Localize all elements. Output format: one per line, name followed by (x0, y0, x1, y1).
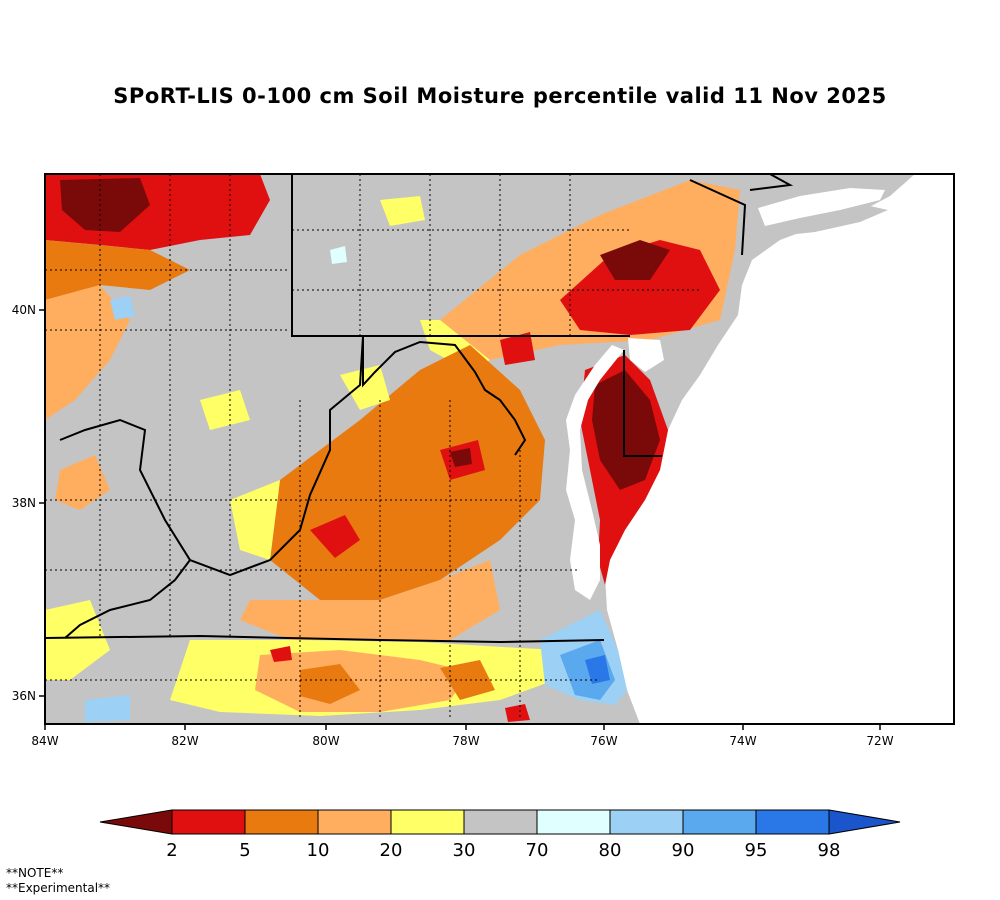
chesapeake-bay (566, 345, 624, 600)
long-island (772, 206, 888, 236)
lat-label: 38N (12, 496, 36, 510)
legend-label: 98 (818, 840, 841, 861)
map-frame (44, 173, 955, 725)
note-line: **Experimental** (6, 881, 111, 895)
legend-label: 10 (307, 840, 330, 861)
legend-label: 20 (380, 840, 403, 861)
legend-label: 70 (526, 840, 549, 861)
legend-label: 95 (745, 840, 768, 861)
legend-swatch (244, 809, 319, 835)
legend-swatch (463, 809, 538, 835)
color-legend: 2 5 10 20 30 70 80 90 95 98 (99, 809, 901, 861)
lon-label: 74W (729, 734, 756, 748)
legend-swatch (171, 809, 246, 835)
legend-label: 2 (166, 840, 177, 861)
legend-label: 30 (453, 840, 476, 861)
lon-label: 78W (452, 734, 479, 748)
lon-label: 72W (866, 734, 893, 748)
map-field (45, 174, 954, 724)
legend-swatch (609, 809, 684, 835)
legend-swatch (390, 809, 465, 835)
note-line: **NOTE** (6, 866, 64, 880)
map-title: SPoRT-LIS 0-100 cm Soil Moisture percent… (113, 84, 887, 108)
legend-swatch (755, 809, 830, 835)
ocean (605, 174, 954, 724)
lon-label: 82W (171, 734, 198, 748)
lon-label: 84W (31, 734, 58, 748)
lon-label: 80W (312, 734, 339, 748)
legend-swatch (682, 809, 757, 835)
county-borders (45, 174, 700, 720)
lat-label: 40N (12, 303, 36, 317)
long-island-sound (758, 188, 885, 226)
legend-swatch (536, 809, 611, 835)
legend-swatch (828, 809, 901, 835)
legend-label: 80 (599, 840, 622, 861)
note-text: **NOTE** **Experimental** (6, 866, 110, 896)
axis-ticks (39, 309, 881, 730)
lon-label: 76W (590, 734, 617, 748)
legend-swatch (317, 809, 392, 835)
legend-label: 5 (239, 840, 250, 861)
legend-swatch (99, 809, 173, 835)
legend-label: 90 (672, 840, 695, 861)
lat-label: 36N (12, 689, 36, 703)
